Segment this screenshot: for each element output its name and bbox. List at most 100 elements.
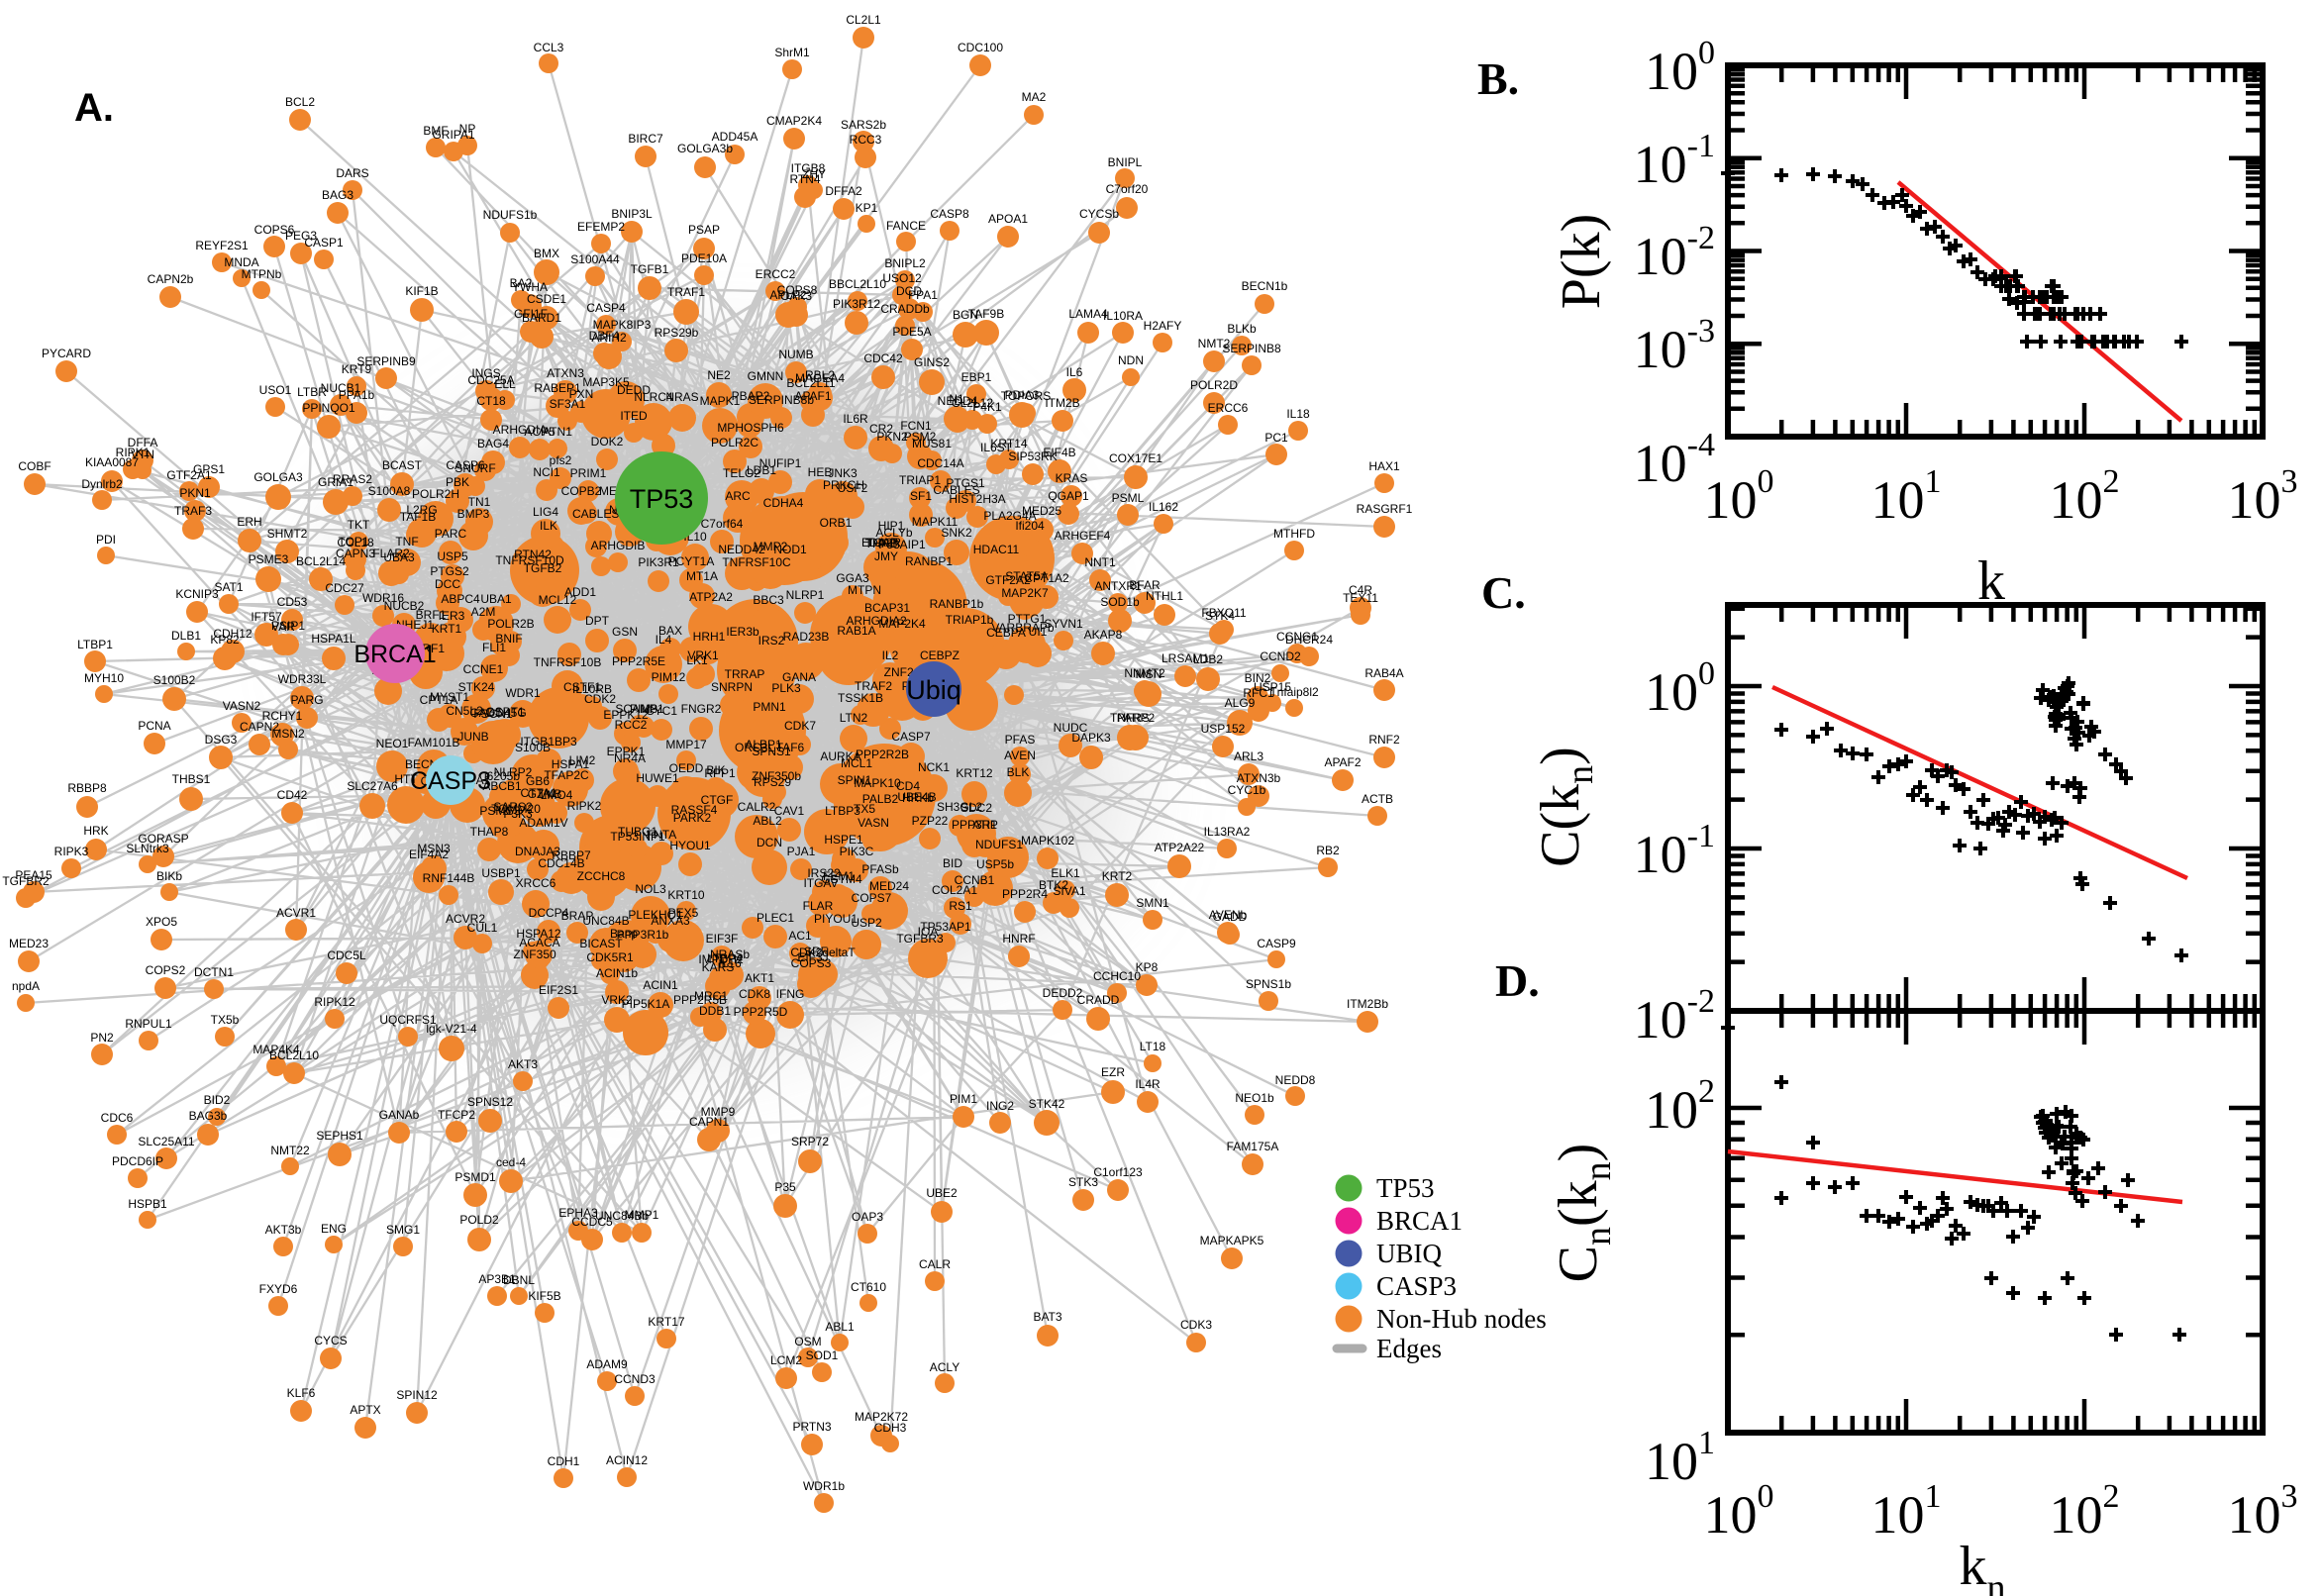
- svg-text:SARS2: SARS2: [493, 800, 533, 814]
- svg-text:ALG9: ALG9: [1225, 696, 1256, 710]
- svg-text:CPT1A: CPT1A: [420, 693, 458, 707]
- svg-text:CASP1: CASP1: [304, 236, 344, 249]
- svg-text:MMP2: MMP2: [754, 540, 788, 553]
- svg-text:CAPN2b: CAPN2b: [148, 272, 194, 286]
- svg-text:TNFRS: TNFRS: [1110, 711, 1150, 725]
- svg-text:NEDD42: NEDD42: [718, 543, 765, 556]
- svg-text:DCD: DCD: [896, 284, 922, 298]
- svg-text:RANBP1b: RANBP1b: [930, 597, 984, 611]
- svg-text:LMO4: LMO4: [541, 788, 573, 802]
- svg-text:ITED: ITED: [620, 409, 648, 423]
- svg-text:TGFBR2: TGFBR2: [2, 874, 50, 888]
- svg-text:STK3: STK3: [1068, 1175, 1098, 1189]
- svg-text:SMN1: SMN1: [1136, 896, 1169, 910]
- svg-text:PSIP1: PSIP1: [271, 619, 305, 633]
- svg-text:CDC14B: CDC14B: [538, 856, 584, 870]
- svg-text:DCN: DCN: [757, 836, 782, 849]
- svg-text:PZP22: PZP22: [912, 814, 949, 828]
- svg-text:USP5: USP5: [437, 549, 468, 563]
- svg-text:ACIN1b: ACIN1b: [596, 966, 638, 980]
- svg-text:RIPK1: RIPK1: [116, 446, 151, 459]
- svg-text:FXYD6: FXYD6: [259, 1282, 298, 1296]
- svg-text:ATP2A2: ATP2A2: [689, 590, 733, 604]
- svg-text:FEM1: FEM1: [823, 869, 855, 883]
- svg-text:SRP72: SRP72: [791, 1135, 829, 1148]
- svg-text:PLA2G4A: PLA2G4A: [983, 509, 1036, 523]
- svg-text:NLRC4: NLRC4: [634, 390, 673, 404]
- svg-text:DFFA: DFFA: [128, 436, 158, 449]
- svg-text:PARC: PARC: [435, 527, 467, 541]
- svg-text:MAP2K4: MAP2K4: [878, 617, 926, 631]
- svg-text:AURKA: AURKA: [820, 749, 860, 763]
- svg-text:AKT3: AKT3: [508, 1057, 538, 1071]
- svg-text:SH3GL2: SH3GL2: [937, 800, 982, 814]
- svg-text:CL2L1: CL2L1: [846, 13, 881, 27]
- svg-text:KP82: KP82: [210, 633, 240, 647]
- svg-text:HYOU1: HYOU1: [669, 839, 711, 852]
- svg-text:ARL3: ARL3: [1234, 749, 1263, 763]
- svg-text:BAG4: BAG4: [477, 437, 509, 450]
- svg-text:IMPDH2: IMPDH2: [698, 952, 744, 966]
- svg-text:DHCR24: DHCR24: [1285, 633, 1333, 647]
- svg-text:P3K3: P3K3: [503, 807, 533, 821]
- svg-text:SIVA1: SIVA1: [1053, 884, 1085, 898]
- svg-text:OAP3: OAP3: [852, 1210, 883, 1224]
- svg-text:PCNA: PCNA: [138, 719, 170, 733]
- svg-text:SHMT2: SHMT2: [267, 527, 308, 541]
- svg-text:TUBG1: TUBG1: [618, 825, 657, 839]
- svg-text:ITGB1BP3: ITGB1BP3: [520, 735, 577, 748]
- svg-text:IER3b: IER3b: [726, 625, 759, 639]
- svg-text:JNK3: JNK3: [828, 466, 858, 480]
- svg-text:XPO5: XPO5: [146, 915, 177, 929]
- svg-text:VRK1: VRK1: [687, 648, 719, 662]
- svg-text:NDUFS1b: NDUFS1b: [483, 208, 538, 222]
- svg-text:TEX11: TEX11: [1343, 591, 1378, 605]
- svg-text:ILK: ILK: [540, 519, 557, 533]
- svg-text:MSN3: MSN3: [417, 842, 451, 855]
- svg-text:COPS3: COPS3: [791, 956, 832, 970]
- svg-text:ARIH2: ARIH2: [591, 331, 627, 345]
- svg-text:C4R: C4R: [1349, 583, 1372, 597]
- svg-text:SPNS1b: SPNS1b: [1246, 977, 1291, 991]
- svg-text:HSPB1: HSPB1: [128, 1197, 167, 1211]
- svg-text:BCL2L11: BCL2L11: [786, 376, 835, 390]
- svg-text:KRT1: KRT1: [432, 622, 462, 636]
- svg-text:VRK2: VRK2: [601, 993, 633, 1007]
- svg-text:TNFRSF10D: TNFRSF10D: [495, 553, 564, 567]
- svg-text:HIP1: HIP1: [878, 519, 905, 533]
- svg-text:ATXN3b: ATXN3b: [1237, 771, 1281, 785]
- svg-text:TOP1: TOP1: [338, 535, 368, 549]
- svg-text:CT18: CT18: [476, 394, 506, 408]
- svg-text:TAF6: TAF6: [776, 741, 805, 754]
- svg-text:CDK2deltaT: CDK2deltaT: [790, 946, 856, 959]
- svg-text:REYF2S1: REYF2S1: [195, 239, 249, 252]
- svg-text:TNFRSF10C: TNFRSF10C: [722, 555, 791, 569]
- svg-text:GGA3: GGA3: [836, 571, 869, 585]
- svg-text:10-4: 10-4: [1634, 427, 1715, 493]
- svg-text:TRRAP: TRRAP: [725, 667, 765, 681]
- svg-text:FLAR: FLAR: [803, 899, 834, 913]
- svg-text:KARS: KARS: [702, 960, 735, 974]
- svg-text:ACIN12: ACIN12: [606, 1453, 648, 1467]
- svg-text:PSMC3: PSMC3: [479, 804, 521, 818]
- svg-text:CPT1A2: CPT1A2: [1024, 571, 1069, 585]
- svg-text:COPS7: COPS7: [852, 891, 892, 905]
- svg-text:CDC100: CDC100: [958, 41, 1003, 54]
- svg-text:UI1: UI1: [1029, 625, 1048, 639]
- svg-text:ACP5: ACP5: [524, 425, 556, 439]
- svg-text:ITGB8: ITGB8: [791, 161, 826, 175]
- svg-text:NR4A: NR4A: [614, 751, 646, 765]
- svg-text:KRT14: KRT14: [990, 437, 1027, 450]
- svg-text:SARS2b: SARS2b: [841, 118, 886, 132]
- svg-text:S100A8: S100A8: [368, 484, 411, 498]
- svg-text:DPT: DPT: [585, 614, 610, 628]
- svg-text:BRCA1: BRCA1: [354, 641, 436, 668]
- svg-text:ANTXR1: ANTXR1: [1094, 579, 1142, 593]
- svg-text:ALBP1: ALBP1: [745, 738, 782, 751]
- svg-text:SCAMP1: SCAMP1: [615, 702, 664, 716]
- svg-text:NUDC: NUDC: [1054, 721, 1088, 735]
- svg-text:HSPA12: HSPA12: [516, 927, 560, 941]
- svg-text:WDR1: WDR1: [505, 686, 541, 700]
- svg-text:MTHFD: MTHFD: [1273, 527, 1315, 541]
- svg-text:CCND2: CCND2: [1260, 649, 1301, 663]
